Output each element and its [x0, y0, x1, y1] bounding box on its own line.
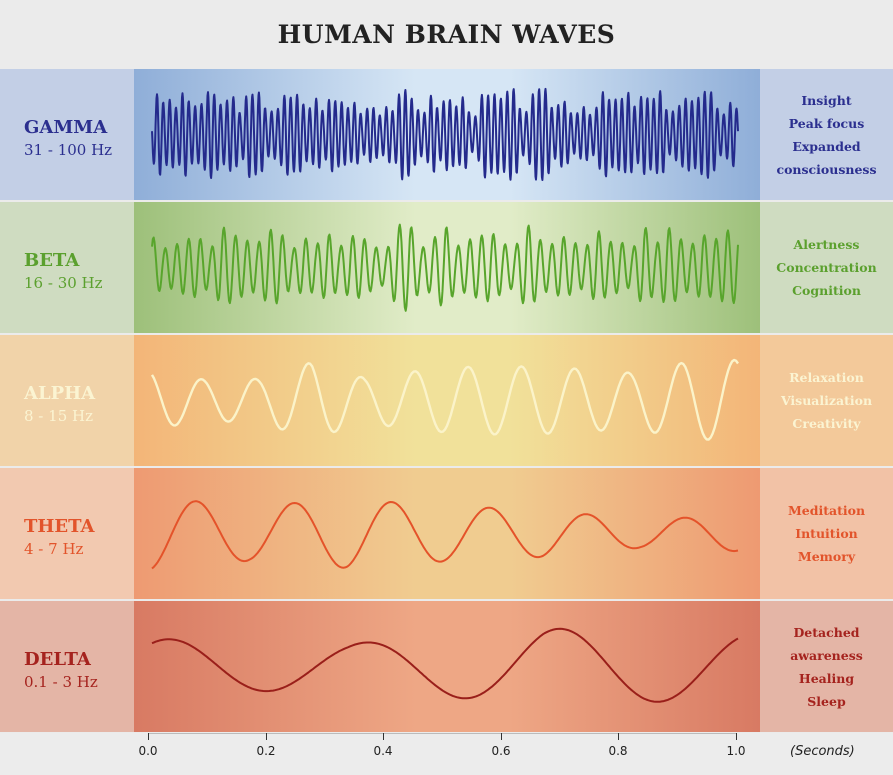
- band-theta-name: THETA: [24, 516, 95, 537]
- band-theta-wave: [151, 500, 739, 570]
- band-gamma-wave: [151, 87, 739, 181]
- axis-tick: [618, 733, 619, 740]
- band-gamma-plot: [134, 69, 760, 200]
- band-delta-descriptors: Detached awareness Healing Sleep: [760, 601, 893, 732]
- band-alpha-wave: [150, 358, 739, 441]
- descriptor-line: Expanded: [792, 138, 861, 154]
- descriptor-line: Concentration: [776, 260, 877, 275]
- descriptor-line: Meditation: [787, 503, 866, 518]
- axis-tick-label: 0.0: [138, 744, 158, 758]
- descriptor-line: Insight: [801, 92, 852, 108]
- band-beta-name: BETA: [24, 250, 80, 271]
- band-theta-label-panel: THETA 4 - 7 Hz: [0, 468, 134, 599]
- page-title: HUMAN BRAIN WAVES: [277, 20, 616, 49]
- axis-tick: [148, 733, 149, 740]
- axis-tick-label: 0.4: [373, 744, 393, 758]
- band-alpha-plot: [134, 335, 760, 466]
- axis-tick-label: 0.2: [256, 744, 276, 758]
- descriptor-line: Alertness: [793, 237, 860, 252]
- descriptor-line: Intuition: [795, 526, 858, 541]
- time-axis: 0.0 0.2 0.4 0.6 0.8 1.0 (Seconds): [0, 733, 893, 775]
- descriptor-line: Memory: [797, 549, 856, 564]
- descriptor-line: Creativity: [792, 416, 861, 431]
- time-axis-line: [148, 733, 736, 734]
- band-theta-plot: [134, 468, 760, 599]
- band-beta-plot: [134, 202, 760, 333]
- descriptor-line: Sleep: [807, 693, 846, 709]
- axis-unit-label: (Seconds): [790, 744, 855, 759]
- band-alpha: ALPHA 8 - 15 Hz Relaxation Visualization…: [0, 335, 893, 466]
- band-beta: BETA 16 - 30 Hz Alertness Concentration …: [0, 202, 893, 333]
- descriptor-line: consciousness: [776, 161, 877, 177]
- band-gamma: GAMMA 31 - 100 Hz Insight Peak focus Exp…: [0, 69, 893, 200]
- descriptor-line: Detached: [793, 624, 860, 640]
- band-beta-frequency: 16 - 30 Hz: [24, 274, 103, 292]
- band-delta-wave: [151, 627, 739, 703]
- axis-tick-label: 0.6: [491, 744, 511, 758]
- band-alpha-name: ALPHA: [24, 383, 96, 404]
- band-beta-wave: [151, 223, 739, 312]
- band-gamma-frequency: 31 - 100 Hz: [24, 141, 113, 159]
- band-theta-descriptors: Meditation Intuition Memory: [760, 468, 893, 599]
- band-delta-plot: [134, 601, 760, 732]
- band-beta-descriptors: Alertness Concentration Cognition: [760, 202, 893, 333]
- descriptor-line: Peak focus: [788, 115, 865, 131]
- axis-tick: [501, 733, 502, 740]
- axis-tick-label: 1.0: [726, 744, 746, 758]
- descriptor-line: Healing: [798, 670, 855, 686]
- band-theta-frequency: 4 - 7 Hz: [24, 540, 84, 558]
- band-alpha-descriptors: Relaxation Visualization Creativity: [760, 335, 893, 466]
- band-delta-frequency: 0.1 - 3 Hz: [24, 673, 98, 691]
- axis-tick: [736, 733, 737, 740]
- band-delta-name: DELTA: [24, 649, 91, 670]
- descriptor-line: Relaxation: [789, 370, 864, 385]
- band-gamma-label-panel: GAMMA 31 - 100 Hz: [0, 69, 134, 200]
- axis-tick: [266, 733, 267, 740]
- descriptor-line: Cognition: [792, 283, 861, 298]
- band-alpha-label-panel: ALPHA 8 - 15 Hz: [0, 335, 134, 466]
- descriptor-line: awareness: [790, 647, 863, 663]
- band-beta-label-panel: BETA 16 - 30 Hz: [0, 202, 134, 333]
- axis-tick-label: 0.8: [608, 744, 628, 758]
- axis-tick: [383, 733, 384, 740]
- descriptor-line: Visualization: [780, 393, 873, 408]
- band-gamma-descriptors: Insight Peak focus Expanded consciousnes…: [760, 69, 893, 200]
- band-alpha-frequency: 8 - 15 Hz: [24, 407, 93, 425]
- band-delta-label-panel: DELTA 0.1 - 3 Hz: [0, 601, 134, 732]
- band-theta: THETA 4 - 7 Hz Meditation Intuition Memo…: [0, 468, 893, 599]
- band-delta: DELTA 0.1 - 3 Hz Detached awareness Heal…: [0, 601, 893, 732]
- band-gamma-name: GAMMA: [24, 117, 108, 138]
